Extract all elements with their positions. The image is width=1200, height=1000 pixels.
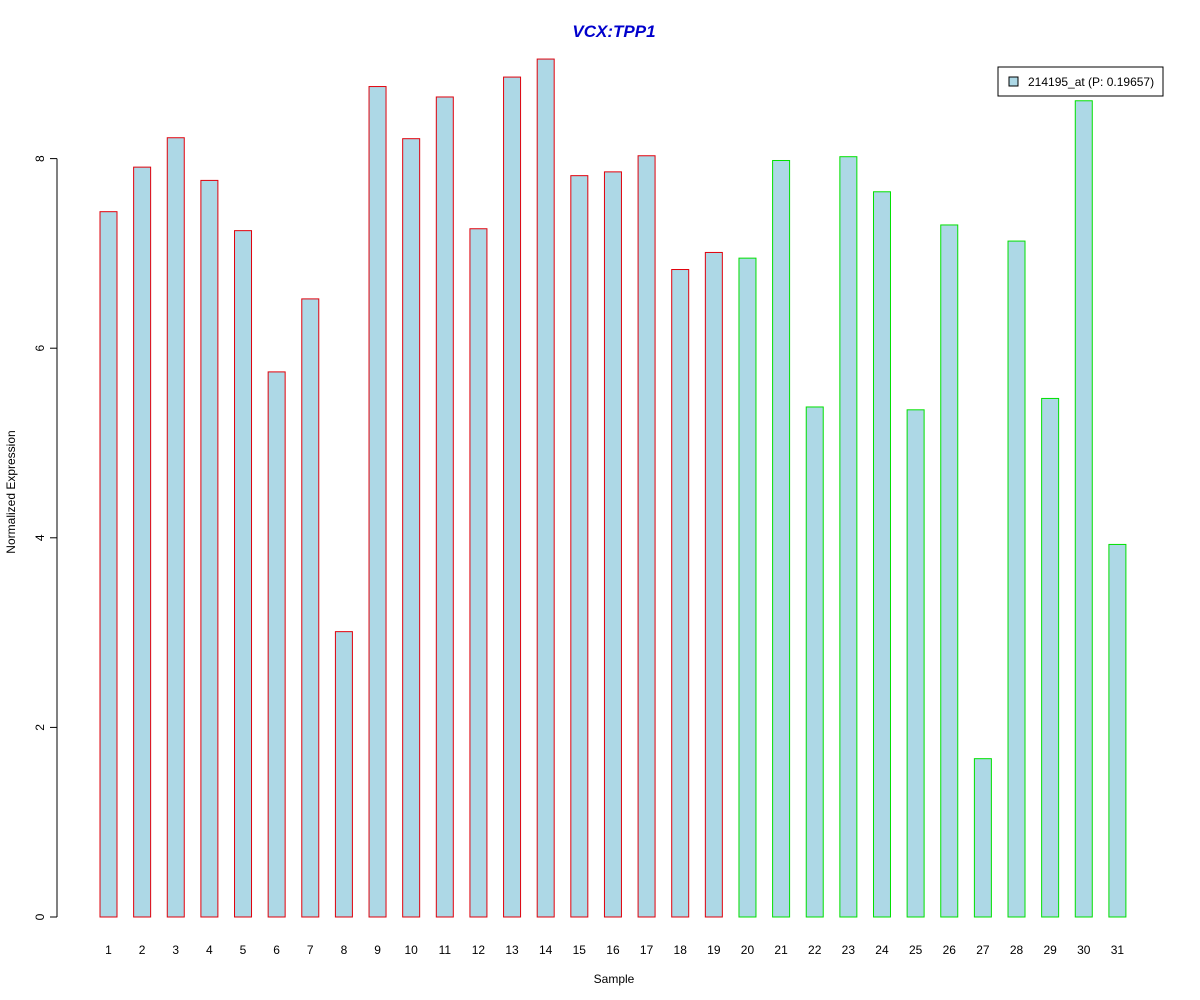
legend-box — [997, 66, 1164, 97]
bar — [872, 191, 891, 918]
x-tick-label: 21 — [774, 943, 788, 957]
x-tick-label: 29 — [1043, 943, 1057, 957]
bar — [637, 155, 656, 918]
x-tick-label: 6 — [273, 943, 280, 957]
x-tick-label: 30 — [1077, 943, 1091, 957]
bar — [267, 371, 286, 918]
x-tick-label: 3 — [172, 943, 179, 957]
x-tick-label: 25 — [909, 943, 923, 957]
bar — [166, 137, 185, 918]
x-tick-label: 7 — [307, 943, 314, 957]
bar — [469, 228, 488, 918]
bar — [402, 138, 421, 918]
bar — [301, 298, 320, 918]
bar — [1074, 100, 1093, 918]
y-axis-title: Normalized Expression — [4, 430, 18, 553]
y-tick-label: 2 — [33, 724, 47, 731]
bar — [536, 58, 555, 918]
bar — [200, 179, 219, 918]
x-tick-labels: 1 2 3 4 5 6 7 8 9 10 11 12 13 14 15 16 17 18 19 20 21 22 23 24 2… — [105, 943, 1124, 957]
y-tick-label: 8 — [33, 155, 47, 162]
x-tick-label: 15 — [573, 943, 587, 957]
bar — [738, 257, 757, 918]
bar — [1041, 397, 1060, 918]
x-tick-label: 14 — [539, 943, 553, 957]
y-axis: 0 2 4 6 8 — [33, 155, 58, 920]
bar — [334, 631, 353, 918]
x-tick-label: 2 — [139, 943, 146, 957]
x-tick-label: 1 — [105, 943, 112, 957]
x-tick-label: 5 — [240, 943, 247, 957]
x-tick-label: 23 — [842, 943, 856, 957]
bar — [503, 76, 522, 918]
x-tick-label: 20 — [741, 943, 755, 957]
x-tick-label: 27 — [976, 943, 990, 957]
bar — [133, 166, 152, 918]
bar — [805, 406, 824, 918]
bar — [570, 175, 589, 918]
bar — [368, 86, 387, 918]
bar — [772, 159, 791, 918]
bar — [99, 211, 118, 918]
x-tick-label: 4 — [206, 943, 213, 957]
x-tick-label: 10 — [404, 943, 418, 957]
x-tick-label: 16 — [606, 943, 620, 957]
x-axis-title: Sample — [594, 972, 635, 986]
bar — [1108, 543, 1127, 918]
chart-title: VCX:TPP1 — [572, 22, 655, 41]
y-tick-label: 0 — [33, 913, 47, 920]
x-tick-label: 12 — [472, 943, 486, 957]
bar — [671, 269, 690, 918]
x-tick-label: 18 — [674, 943, 688, 957]
bar — [234, 230, 253, 918]
x-tick-label: 22 — [808, 943, 822, 957]
x-tick-label: 24 — [875, 943, 889, 957]
bar — [435, 96, 454, 918]
bars — [99, 58, 1127, 918]
x-tick-label: 31 — [1111, 943, 1125, 957]
bar — [906, 409, 925, 918]
legend-label: 214195_at (P: 0.19657) — [1028, 75, 1154, 89]
legend-swatch — [1008, 76, 1019, 87]
x-tick-label: 28 — [1010, 943, 1024, 957]
x-tick-label: 19 — [707, 943, 721, 957]
x-tick-label: 11 — [439, 943, 452, 957]
x-tick-label: 8 — [341, 943, 348, 957]
x-tick-label: 17 — [640, 943, 654, 957]
bar — [1007, 240, 1026, 918]
legend: 214195_at (P: 0.19657) — [997, 66, 1164, 97]
y-tick-label: 4 — [33, 534, 47, 541]
y-tick-label: 6 — [33, 345, 47, 352]
bar — [704, 251, 723, 918]
x-tick-label: 26 — [943, 943, 957, 957]
x-tick-label: 13 — [505, 943, 519, 957]
x-tick-label: 9 — [374, 943, 381, 957]
bar — [940, 224, 959, 918]
bar — [973, 758, 992, 918]
bar — [839, 156, 858, 918]
bar — [603, 171, 622, 918]
